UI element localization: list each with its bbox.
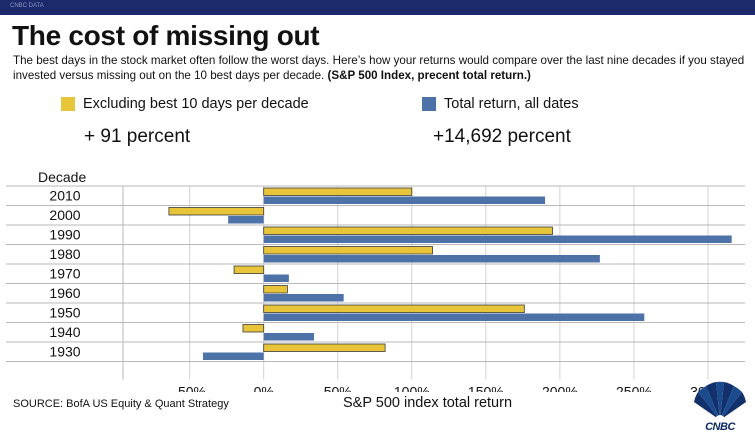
peacock-icon <box>694 381 746 425</box>
x-tick-label-5: 200% <box>542 384 578 393</box>
x-axis-label: S&P 500 index total return <box>343 395 513 411</box>
category-label-2000: 2000 <box>49 207 80 223</box>
bar-excluding-1930 <box>263 343 386 352</box>
bar-excluding-1960 <box>263 285 288 294</box>
x-tick-label-6: 250% <box>616 384 652 393</box>
category-label-1940: 1940 <box>49 324 80 340</box>
legend-swatch-excluding <box>61 97 75 111</box>
top-banner: CNBC DATA <box>0 0 755 15</box>
category-label-1990: 1990 <box>49 227 80 243</box>
bar-excluding-1970 <box>233 265 265 274</box>
bar-total-2000 <box>228 216 264 224</box>
bar-total-1970 <box>263 274 289 282</box>
bar-total-1990 <box>263 235 732 243</box>
legend-label-excluding: Excluding best 10 days per decade <box>83 96 309 112</box>
legend-label-total: Total return, all dates <box>444 96 579 112</box>
category-label-1960: 1960 <box>49 285 80 301</box>
x-tick-label-0: -50% <box>173 384 206 393</box>
category-label-2010: 2010 <box>49 188 80 204</box>
bar-total-1980 <box>263 255 600 263</box>
chart-subtitle: The best days in the stock market often … <box>13 53 748 83</box>
bar-total-1950 <box>263 313 645 321</box>
subtitle-text: The best days in the stock market often … <box>13 54 745 82</box>
legend-swatch-total <box>422 97 436 111</box>
bar-total-1930 <box>202 352 264 360</box>
y-axis-label: Decade <box>38 169 86 185</box>
bar-excluding-2010 <box>263 187 413 196</box>
x-tick-label-2: 50% <box>324 384 352 393</box>
topbar-tag: CNBC DATA <box>10 3 44 9</box>
excluding-total-value: + 91 percent <box>84 126 191 147</box>
category-label-1930: 1930 <box>49 344 80 360</box>
total-return-value: +14,692 percent <box>433 126 571 147</box>
category-label-1970: 1970 <box>49 266 80 282</box>
chart-title: The cost of missing out <box>12 20 320 51</box>
x-tick-label-3: 100% <box>394 384 430 393</box>
cnbc-logo: CNBC <box>692 380 748 442</box>
bar-excluding-1990 <box>263 226 553 235</box>
bar-total-1960 <box>263 294 344 302</box>
bar-total-2010 <box>263 196 546 204</box>
x-tick-label-4: 150% <box>468 384 504 393</box>
x-tick-label-1: 0% <box>254 384 274 393</box>
bar-excluding-1950 <box>263 304 525 313</box>
legend-total: Total return, all dates <box>422 96 579 112</box>
subtitle-note: (S&P 500 Index, precent total return.) <box>327 69 531 82</box>
category-label-1950: 1950 <box>49 305 80 321</box>
source-note: SOURCE: BofA US Equity & Quant Strategy <box>13 398 229 410</box>
bar-chart: Decade 2010 2000 1990 1980 1970 1960 1950 1940 19… <box>6 169 745 393</box>
bar-total-1940 <box>263 333 315 341</box>
logo-text: CNBC <box>705 421 735 433</box>
bar-excluding-2000 <box>168 207 265 216</box>
bar-excluding-1940 <box>242 324 265 333</box>
legend-excluding: Excluding best 10 days per decade <box>61 96 309 112</box>
bar-excluding-1980 <box>263 246 433 255</box>
category-label-1980: 1980 <box>49 246 80 262</box>
